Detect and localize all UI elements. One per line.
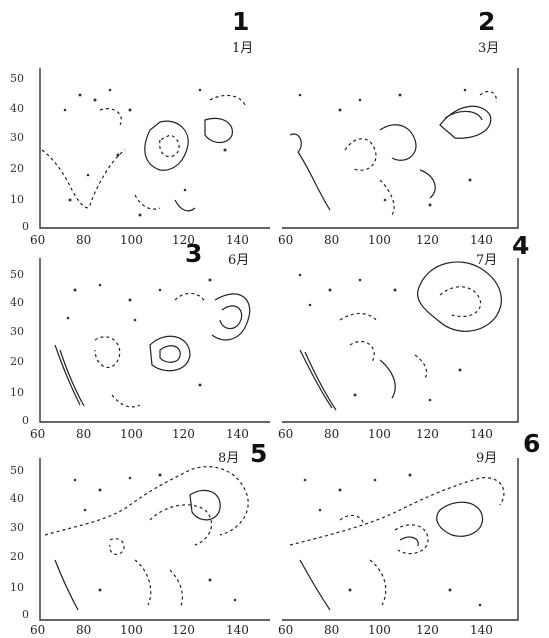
panel-3: 3 6月 50 40 30 20 10 0 60 80 100 120 140: [10, 239, 270, 441]
contour-lines-1: [41, 94, 246, 212]
x-tick-label: 100: [120, 623, 143, 637]
y-tick-label: 20: [10, 550, 24, 563]
x-tick-label: 80: [324, 623, 339, 637]
x-tick-label: 140: [470, 427, 493, 441]
station-dots-6: [303, 473, 482, 607]
x-tick-label: 120: [172, 623, 195, 637]
y-tick-label: 10: [10, 386, 24, 399]
panel-1: 1 1月 50 40 30 20 10 0 60 80 100 120 140: [10, 7, 270, 247]
y-tick-label: 40: [10, 102, 24, 115]
x-tick-label: 60: [30, 427, 45, 441]
contour-lines-2: [289, 90, 497, 216]
x-tick-label: 140: [226, 427, 249, 441]
x-tick-label: 140: [226, 623, 249, 637]
panel-2: 2 3月 60 80 100 120 140: [278, 7, 519, 247]
station-dots-3: [66, 278, 212, 387]
panel-axes-4: [282, 258, 519, 423]
x-tick-label: 80: [324, 233, 339, 247]
y-tick-label: 30: [10, 521, 24, 534]
x-tick-label: 100: [368, 623, 391, 637]
x-tick-label: 120: [416, 623, 439, 637]
panel-5: 5 8月 50 40 30 20 10 0 60 80 100 120 140: [10, 439, 270, 637]
y-tick-label: 40: [10, 492, 24, 505]
panel-4: 4 7月 60 80 100 120 140: [278, 231, 529, 441]
x-tick-label: 100: [368, 233, 391, 247]
station-dots-5: [73, 473, 237, 602]
y-tick-label: 10: [10, 193, 24, 206]
contour-lines-5: [44, 466, 249, 611]
y-tick-label: 20: [10, 355, 24, 368]
x-tick-label: 80: [76, 427, 91, 441]
panel-6: 6 9月 60 80 100 120 140: [278, 429, 540, 637]
panel-month-label-5: 8月: [218, 451, 239, 466]
x-tick-label: 60: [278, 233, 293, 247]
panel-axes-5: [39, 458, 270, 621]
panel-annotation-2: 2: [478, 7, 495, 36]
contour-lines-6: [289, 477, 505, 611]
panel-month-label-4: 7月: [476, 253, 497, 268]
y-tick-label: 20: [10, 162, 24, 175]
y-tick-label: 50: [10, 464, 24, 477]
contour-lines-4: [299, 261, 502, 411]
x-tick-label: 80: [76, 233, 91, 247]
y-tick-label: 0: [22, 414, 29, 427]
station-dots-4: [298, 273, 462, 402]
x-tick-label: 80: [324, 427, 339, 441]
x-tick-label: 60: [278, 427, 293, 441]
x-tick-label: 120: [416, 233, 439, 247]
x-tick-label: 140: [470, 623, 493, 637]
panel-axes-2: [282, 68, 519, 229]
y-tick-label: 40: [10, 296, 24, 309]
x-tick-label: 100: [120, 427, 143, 441]
y-tick-label: 50: [10, 268, 24, 281]
panel-month-label-1: 1月: [232, 41, 253, 56]
panel-month-label-6: 9月: [476, 451, 497, 466]
panel-month-label-3: 6月: [228, 253, 249, 268]
contour-lines-3: [54, 292, 251, 408]
station-dots-2: [298, 88, 472, 207]
panel-axes-3: [39, 258, 270, 423]
x-tick-label: 140: [226, 233, 249, 247]
x-tick-label: 140: [470, 233, 493, 247]
y-tick-label: 10: [10, 581, 24, 594]
x-tick-label: 120: [172, 427, 195, 441]
x-tick-label: 80: [76, 623, 91, 637]
panel-annotation-5: 5: [250, 439, 267, 468]
y-tick-label: 0: [22, 608, 29, 621]
panel-annotation-1: 1: [232, 7, 249, 36]
panel-annotation-6: 6: [523, 429, 540, 458]
y-tick-label: 30: [10, 131, 24, 144]
panel-axes-6: [282, 458, 519, 621]
x-tick-label: 120: [416, 427, 439, 441]
x-tick-label: 100: [120, 233, 143, 247]
x-tick-label: 100: [368, 427, 391, 441]
y-tick-label: 30: [10, 325, 24, 338]
panel-annotation-4: 4: [512, 231, 529, 260]
y-tick-label: 50: [10, 72, 24, 85]
panel-axes-1: [39, 68, 270, 229]
panel-annotation-3: 3: [185, 239, 202, 268]
panel-month-label-2: 3月: [478, 41, 499, 56]
y-tick-label: 0: [22, 220, 29, 233]
x-tick-label: 60: [30, 623, 45, 637]
x-tick-label: 60: [278, 623, 293, 637]
station-dots-1: [63, 88, 227, 217]
x-tick-label: 120: [172, 233, 195, 247]
x-tick-label: 60: [30, 233, 45, 247]
